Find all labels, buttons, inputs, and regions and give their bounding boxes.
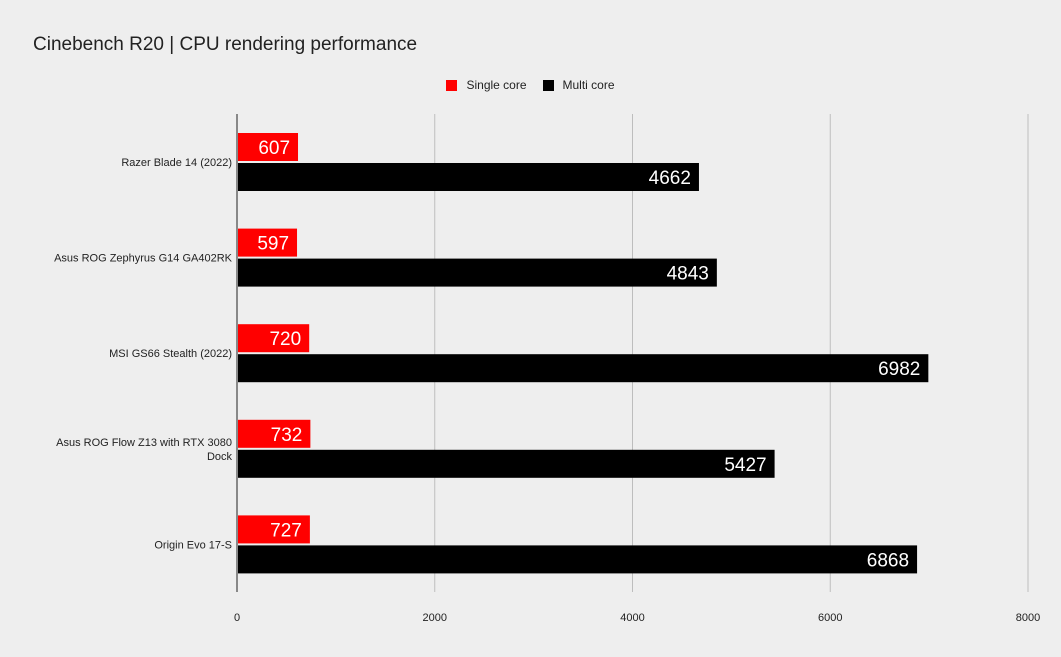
x-tick-label-8000: 8000 xyxy=(1016,612,1040,624)
legend-swatch-multi-core xyxy=(542,79,554,91)
category-label-2: MSI GS66 Stealth (2022) xyxy=(109,348,232,360)
data-label-multi-0: 4662 xyxy=(649,168,691,189)
bar-single-3 xyxy=(238,419,311,448)
chart-title: Cinebench R20 | CPU rendering performanc… xyxy=(33,34,418,55)
category-label-line: MSI GS66 Stealth (2022) xyxy=(109,348,232,360)
x-tick-label-2000: 2000 xyxy=(423,612,447,624)
data-label-multi-3: 5427 xyxy=(724,455,766,476)
category-label-line: Razer Blade 14 (2022) xyxy=(121,157,232,169)
x-tick-label-0: 0 xyxy=(234,612,240,624)
category-label-4: Origin Evo 17-S xyxy=(154,539,232,551)
category-label-3: Asus ROG Flow Z13 with RTX 3080 Dock xyxy=(56,437,232,463)
bar-multi-2 xyxy=(238,354,929,383)
category-label-line: Dock xyxy=(207,451,233,463)
x-tick-label-6000: 6000 xyxy=(818,612,842,624)
bar-multi-0 xyxy=(238,163,699,191)
data-label-multi-4: 6868 xyxy=(867,550,909,571)
legend-label-multi-core: Multi core xyxy=(562,78,615,92)
bar-single-4 xyxy=(238,515,310,544)
legend: Single core Multi core xyxy=(0,78,1061,92)
category-label-1: Asus ROG Zephyrus G14 GA402RK xyxy=(54,253,233,265)
data-label-single-1: 597 xyxy=(257,234,289,255)
bar-single-0 xyxy=(238,133,299,161)
bar-multi-1 xyxy=(238,258,717,287)
category-label-line: Asus ROG Flow Z13 with RTX 3080 xyxy=(56,437,232,449)
legend-label-single-core: Single core xyxy=(466,78,527,92)
bar-single-2 xyxy=(238,324,310,353)
data-label-single-3: 732 xyxy=(271,425,303,446)
data-label-single-2: 720 xyxy=(269,329,301,350)
bar-multi-3 xyxy=(238,449,775,478)
legend-swatch-single-core xyxy=(446,79,458,91)
category-label-line: Asus ROG Zephyrus G14 GA402RK xyxy=(54,253,233,265)
x-tick-label-4000: 4000 xyxy=(620,612,644,624)
category-label-0: Razer Blade 14 (2022) xyxy=(121,157,232,169)
data-label-multi-2: 6982 xyxy=(878,359,920,380)
legend-item-single-core: Single core xyxy=(446,78,527,92)
data-label-single-4: 727 xyxy=(270,520,302,541)
category-label-line: Origin Evo 17-S xyxy=(154,539,232,551)
data-label-single-0: 607 xyxy=(258,138,290,159)
bar-multi-4 xyxy=(238,545,918,574)
data-label-multi-1: 4843 xyxy=(667,264,709,285)
bar-single-1 xyxy=(238,228,298,257)
legend-item-multi-core: Multi core xyxy=(542,78,615,92)
